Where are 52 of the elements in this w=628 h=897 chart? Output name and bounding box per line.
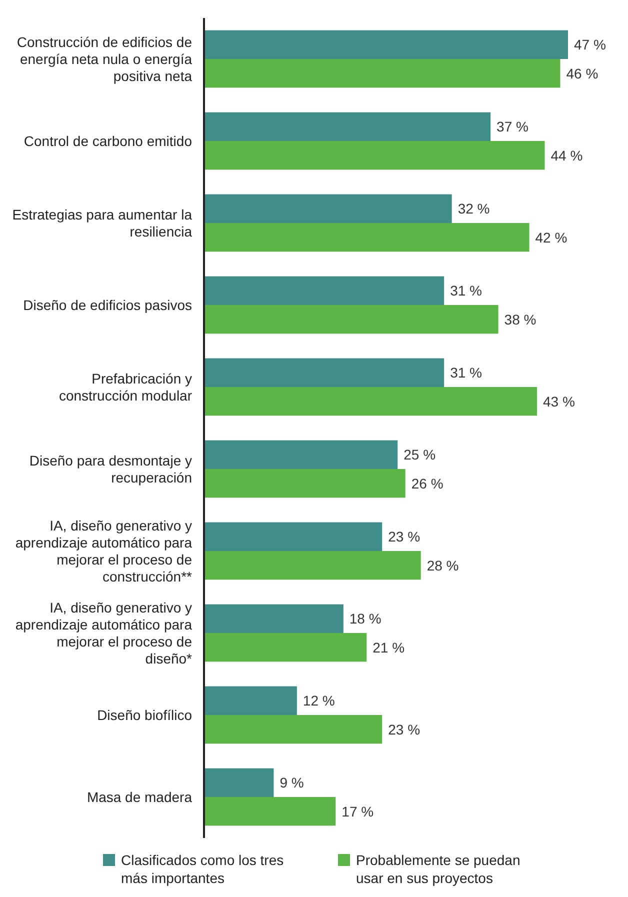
bar — [204, 633, 367, 662]
bar — [204, 797, 336, 826]
data-label: 46 % — [566, 65, 598, 82]
bar — [204, 522, 382, 551]
bar — [204, 30, 568, 59]
y-tick-label: Diseño biofílico — [97, 706, 192, 723]
y-tick-label: Masa de madera — [86, 788, 192, 805]
bar — [204, 604, 344, 633]
data-label: 44 % — [550, 147, 583, 164]
bar — [204, 141, 545, 170]
data-label: 47 % — [574, 36, 606, 53]
data-label: 42 % — [535, 229, 568, 246]
y-tick-label: Estrategias para aumentar la resiliencia — [12, 206, 192, 240]
data-label: 26 % — [411, 475, 444, 492]
bar — [204, 387, 538, 416]
data-label: 38 % — [504, 311, 536, 328]
data-label: 32 % — [458, 200, 490, 217]
data-label: 23 % — [388, 528, 420, 545]
bar — [204, 112, 491, 141]
bar — [204, 715, 382, 744]
y-tick-label: Prefabricación y construcción modular — [58, 370, 192, 404]
y-tick-label: Construcción de edificios de energía neta nula o energía positiva neta — [16, 34, 192, 84]
bar — [204, 768, 274, 797]
data-label: 31 % — [450, 364, 482, 381]
y-tick-label: Diseño para desmontaje y recuperación — [29, 452, 192, 486]
data-label: 31 % — [450, 282, 482, 299]
legend-label: Clasificados como los tres más importantes — [121, 852, 284, 886]
legend-label: Probablemente se puedan usar en sus proyectos — [356, 852, 520, 886]
data-label: 37 % — [496, 118, 528, 135]
y-tick-label: IA, diseño generativo y aprendizaje automático para mejorar el proceso de construcción** — [15, 517, 193, 584]
bar — [204, 276, 444, 305]
bar — [204, 358, 444, 387]
bar — [204, 59, 560, 88]
bar — [204, 194, 452, 223]
bar — [204, 440, 398, 469]
bar — [204, 469, 406, 498]
data-label: 25 % — [404, 446, 436, 463]
y-tick-label: IA, diseño generativo y aprendizaje automático para mejorar el proceso de diseño* — [15, 599, 193, 666]
data-label: 12 % — [302, 692, 335, 709]
bar — [204, 686, 297, 715]
data-label: 23 % — [388, 721, 420, 738]
data-label: 18 % — [349, 610, 382, 627]
y-tick-label: Control de carbono emitido — [24, 132, 192, 149]
bar — [204, 223, 530, 252]
data-label: 21 % — [372, 639, 405, 656]
data-label: 28 % — [426, 557, 459, 574]
bar — [204, 551, 421, 580]
bar — [204, 305, 498, 334]
data-label: 17 % — [342, 803, 374, 820]
data-label: 9 % — [280, 774, 304, 791]
data-label: 43 % — [543, 393, 575, 410]
y-tick-label: Diseño de edificios pasivos — [23, 296, 192, 313]
